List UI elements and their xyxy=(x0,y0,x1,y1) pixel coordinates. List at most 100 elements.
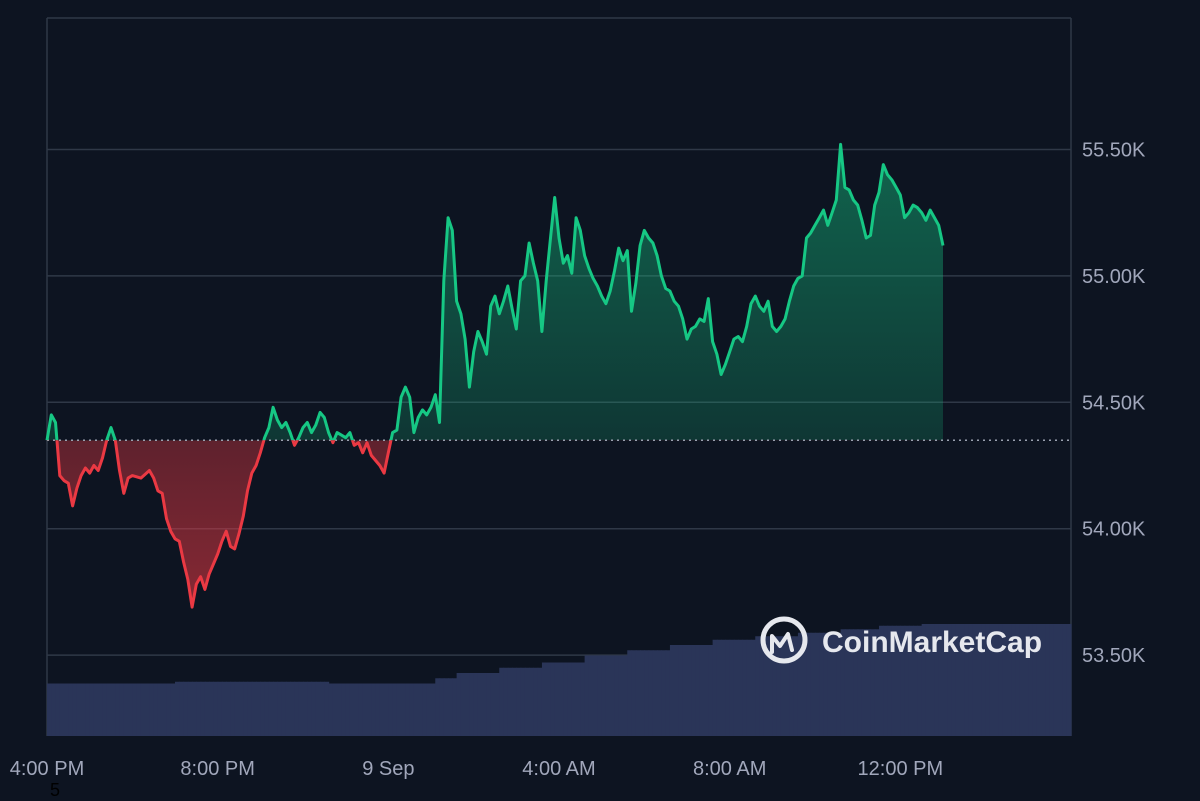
volume-bar xyxy=(311,681,317,736)
volume-bar xyxy=(307,681,313,736)
coinmarketcap-logo-icon xyxy=(760,616,808,664)
volume-bar xyxy=(972,624,978,736)
volume-bar xyxy=(136,683,142,736)
volume-bar xyxy=(687,645,692,736)
volume-bar xyxy=(772,636,778,736)
volume-bar xyxy=(226,681,232,736)
volume-bar xyxy=(729,639,735,736)
volume-bar xyxy=(738,639,744,736)
volume-bars xyxy=(47,624,1072,736)
volume-bar xyxy=(379,683,385,736)
y-tick-label: 55.50K xyxy=(1082,139,1146,161)
volume-bar xyxy=(349,683,355,736)
volume-bar xyxy=(657,650,662,736)
volume-bar xyxy=(601,655,607,736)
volume-bar xyxy=(921,624,927,736)
volume-bar xyxy=(187,681,193,736)
volume-bar xyxy=(298,681,304,736)
x-tick-label: 4:00 AM xyxy=(522,758,595,780)
area-below-baseline xyxy=(56,440,391,608)
volume-bar xyxy=(1058,624,1064,736)
volume-bar xyxy=(661,650,667,736)
volume-bar xyxy=(345,683,351,736)
volume-bar xyxy=(1041,624,1046,736)
volume-bar xyxy=(482,673,488,736)
volume-bar xyxy=(358,683,364,736)
volume-bar xyxy=(691,645,697,736)
volume-bar xyxy=(452,678,458,736)
volume-bar xyxy=(465,673,470,736)
volume-bar xyxy=(426,683,432,736)
volume-bar xyxy=(925,624,931,736)
volume-bar xyxy=(780,636,786,736)
volume-bar xyxy=(239,681,244,736)
volume-bar xyxy=(396,683,402,736)
volume-bar xyxy=(375,683,381,736)
volume-bar xyxy=(576,662,581,736)
volume-bar xyxy=(806,632,812,736)
volume-bar xyxy=(520,667,526,736)
volume-bar xyxy=(439,678,445,736)
volume-bar xyxy=(930,624,936,736)
volume-bar xyxy=(746,639,752,736)
volume-bar xyxy=(388,683,394,736)
volume-bar xyxy=(896,625,901,736)
volume-bar xyxy=(887,625,893,736)
volume-bar xyxy=(145,683,150,736)
volume-bar xyxy=(849,629,854,736)
volume-bar xyxy=(857,629,863,736)
volume-bar xyxy=(840,629,846,736)
volume-bar xyxy=(1024,624,1029,736)
volume-bar xyxy=(277,681,283,736)
volume-bar xyxy=(832,632,837,736)
volume-bar xyxy=(652,650,658,736)
volume-bar xyxy=(456,673,462,736)
volume-bar xyxy=(128,683,133,736)
volume-bar xyxy=(981,624,987,736)
volume-bar xyxy=(448,678,453,736)
volume-bar xyxy=(1007,624,1012,736)
volume-bar xyxy=(72,683,78,736)
volume-bar xyxy=(968,624,974,736)
volume-bar xyxy=(85,683,91,736)
volume-bar xyxy=(435,678,441,736)
volume-bar xyxy=(904,625,910,736)
volume-bar xyxy=(627,650,633,736)
y-tick-label: 53.50K xyxy=(1082,645,1146,667)
volume-bar xyxy=(140,683,146,736)
volume-bar xyxy=(938,624,944,736)
volume-bar xyxy=(371,683,377,736)
volume-bar xyxy=(883,625,889,736)
volume-bar xyxy=(524,667,530,736)
x-tick-label: 8:00 AM xyxy=(693,758,766,780)
volume-bar xyxy=(699,645,705,736)
volume-bar xyxy=(755,636,761,736)
volume-bar xyxy=(324,681,330,736)
volume-bar xyxy=(789,636,795,736)
volume-bar xyxy=(567,662,573,736)
volume-bar xyxy=(648,650,654,736)
volume-bar xyxy=(273,681,278,736)
volume-bar xyxy=(559,662,564,736)
volume-bar xyxy=(367,683,372,736)
volume-bar xyxy=(977,624,982,736)
volume-bar xyxy=(157,683,163,736)
volume-bar xyxy=(529,667,534,736)
volume-bar xyxy=(554,662,560,736)
volume-bar xyxy=(320,681,325,736)
volume-bar xyxy=(162,683,168,736)
volume-bar xyxy=(960,624,965,736)
volume-bar xyxy=(900,625,906,736)
volume-bar xyxy=(102,683,108,736)
volume-bar xyxy=(111,683,116,736)
volume-bar xyxy=(1053,624,1059,736)
volume-bar xyxy=(81,683,86,736)
volume-bar xyxy=(281,681,287,736)
volume-bar xyxy=(802,632,808,736)
volume-bar xyxy=(797,632,803,736)
volume-bar xyxy=(328,683,334,736)
volume-bar xyxy=(635,650,641,736)
volume-bar xyxy=(1011,624,1017,736)
volume-bar xyxy=(1066,624,1072,736)
